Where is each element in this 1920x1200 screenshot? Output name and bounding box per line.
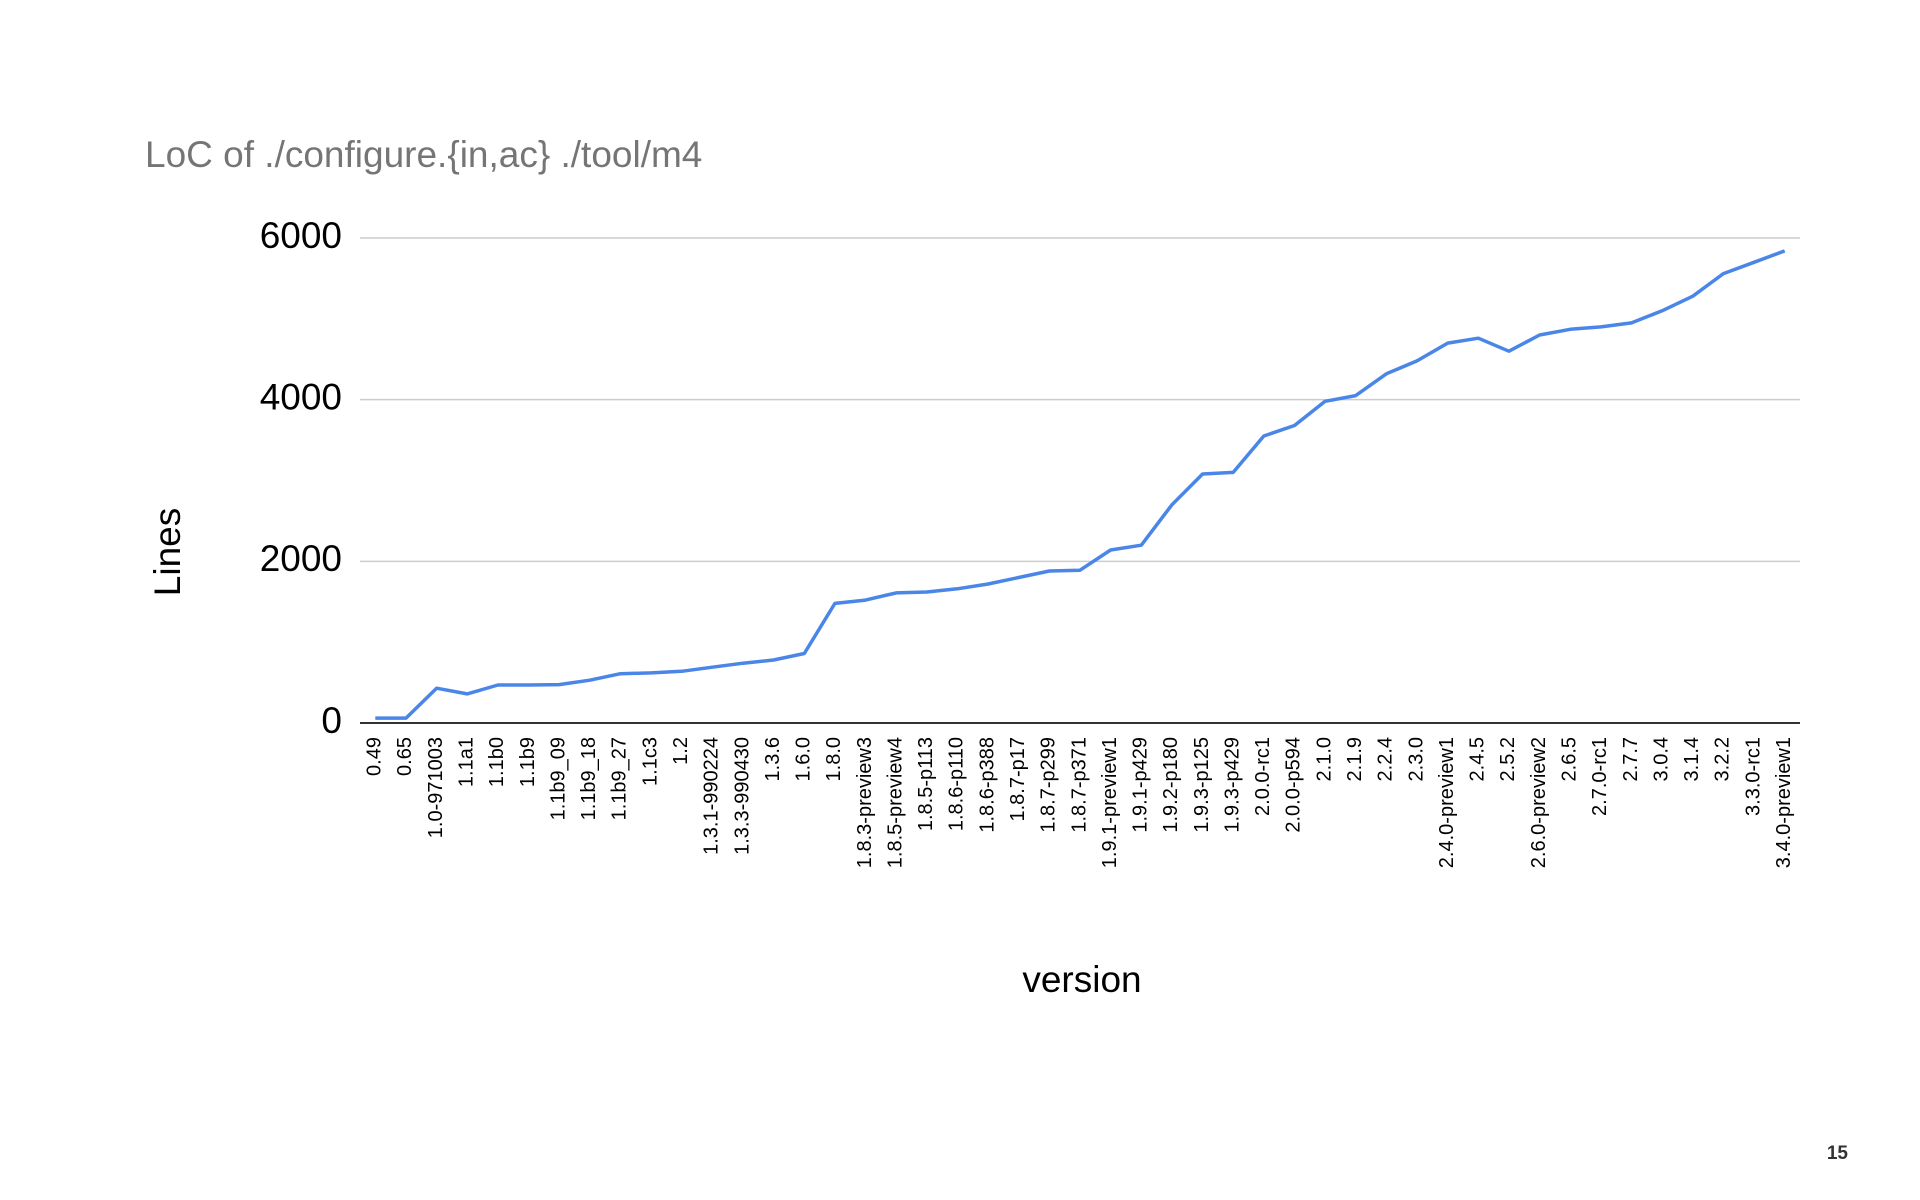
x-tick-label: 2.5.2	[1497, 737, 1519, 781]
x-tick-label: 1.6.0	[793, 737, 815, 781]
x-tick-label: 1.8.5-preview4	[884, 737, 906, 868]
x-tick-label: 1.8.6-p110	[946, 737, 968, 831]
x-tick-label: 1.8.6-p388	[976, 737, 998, 833]
x-tick-label: 1.3.1-990224	[701, 737, 723, 855]
x-tick-label: 1.8.7-p17	[1007, 737, 1029, 822]
x-tick-label: 2.6.0-preview2	[1528, 737, 1550, 868]
x-tick-label: 2.0.0-rc1	[1252, 737, 1274, 816]
x-tick-label: 1.1b9_18	[578, 737, 600, 820]
x-tick-label: 2.0.0-p594	[1283, 737, 1305, 833]
page-number: 15	[1827, 1143, 1849, 1164]
x-tick-label: 1.1c3	[639, 737, 661, 786]
x-tick-label: 3.3.0-rc1	[1742, 737, 1764, 816]
y-axis-label: Lines	[147, 508, 188, 596]
x-tick-label: 1.3.6	[762, 737, 784, 781]
x-tick-label: 2.2.4	[1375, 737, 1397, 781]
x-tick-label: 1.8.7-p371	[1068, 737, 1090, 833]
x-tick-label: 3.4.0-preview1	[1773, 737, 1795, 868]
y-tick-label: 4000	[260, 376, 342, 417]
x-tick-label: 3.1.4	[1681, 737, 1703, 781]
x-tick-label: 2.7.7	[1620, 737, 1642, 781]
data-line	[375, 249, 1786, 720]
x-tick-label: 1.8.3-preview3	[854, 737, 876, 868]
y-tick-label: 0	[321, 700, 342, 741]
x-tick-label: 1.8.7-p299	[1038, 737, 1060, 833]
x-tick-label: 1.0-971003	[425, 737, 447, 838]
y-tick-label: 2000	[260, 538, 342, 579]
chart-title: LoC of ./configure.{in,ac} ./tool/m4	[145, 134, 702, 175]
x-tick-label: 3.2.2	[1712, 737, 1734, 781]
x-tick-label: 1.1b0	[486, 737, 508, 787]
x-tick-label: 1.8.5-p113	[915, 737, 937, 831]
x-tick-label: 1.1a1	[456, 737, 478, 787]
x-tick-label: 1.3.3-990430	[731, 737, 753, 855]
x-tick-label: 3.0.4	[1650, 737, 1672, 781]
x-tick-label: 1.1b9	[517, 737, 539, 787]
x-tick-label: 2.3.0	[1405, 737, 1427, 781]
x-tick-label: 1.1b9_09	[547, 737, 569, 820]
x-axis-label: version	[1022, 959, 1141, 1000]
y-tick-label: 6000	[260, 215, 342, 256]
x-tick-label: 1.8.0	[823, 737, 845, 781]
x-tick-label: 2.4.5	[1467, 737, 1489, 781]
x-tick-label: 1.1b9_27	[609, 737, 631, 820]
x-tick-label: 1.9.1-preview1	[1099, 737, 1121, 868]
x-tick-label: 2.4.0-preview1	[1436, 737, 1458, 868]
x-tick-label: 2.7.0-rc1	[1589, 737, 1611, 816]
x-tick-label: 1.9.3-p429	[1221, 737, 1243, 833]
x-tick-label: 1.9.1-p429	[1130, 737, 1152, 833]
x-tick-label: 1.2	[670, 737, 692, 765]
x-tick-label: 0.65	[394, 737, 416, 776]
x-tick-label: 0.49	[364, 737, 386, 776]
x-tick-label: 1.9.2-p180	[1160, 737, 1182, 833]
x-tick-label: 2.1.0	[1313, 737, 1335, 781]
x-tick-label: 2.1.9	[1344, 737, 1366, 781]
x-tick-label: 1.9.3-p125	[1191, 737, 1213, 833]
x-tick-label: 2.6.5	[1558, 737, 1580, 781]
